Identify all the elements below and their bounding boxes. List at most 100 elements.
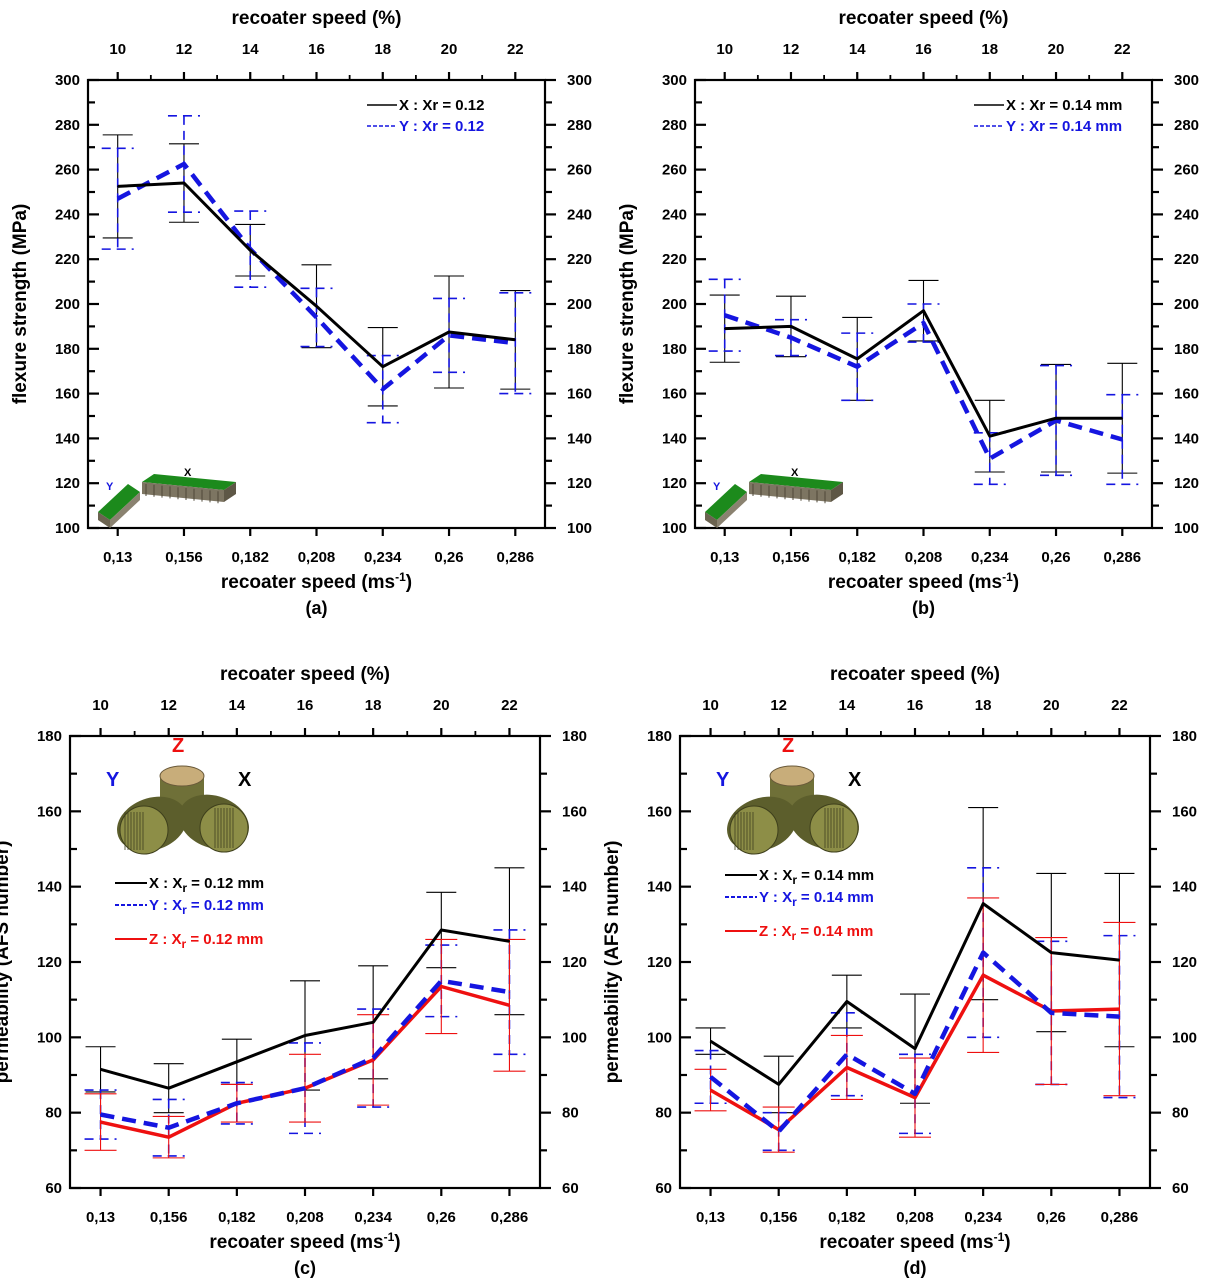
top-tick-label: 14	[229, 697, 246, 714]
legend-label-prefix: X : X	[759, 867, 792, 884]
cylinder-y-end	[119, 805, 169, 855]
data-point-x	[709, 1040, 712, 1042]
data-point-y	[1118, 1016, 1121, 1018]
bar-side-face	[717, 492, 747, 528]
legend-label-sub: r	[182, 903, 187, 917]
x-tick-label: 0,156	[772, 549, 810, 566]
inset-label-z: Z	[782, 735, 794, 757]
y-tick-label-right: 120	[1172, 954, 1197, 971]
x-axis-title-close: )	[1013, 572, 1019, 593]
x-axis-title: recoater speed (ms-1)	[221, 570, 412, 593]
data-point-x	[1050, 951, 1052, 954]
y-tick-label-left: 240	[662, 206, 687, 223]
y-tick-label-left: 200	[55, 296, 80, 313]
x-tick-label: 0,13	[103, 549, 132, 566]
y-tick-label-right: 160	[1174, 386, 1199, 403]
bar-side-face	[110, 492, 140, 528]
legend-label-sub: r	[792, 873, 797, 887]
data-point-y	[922, 322, 925, 324]
data-point-z	[508, 1004, 511, 1006]
y-tick-label-left: 140	[662, 430, 687, 447]
y-tick-label-left: 300	[662, 72, 687, 89]
top-tick-label: 10	[92, 697, 109, 714]
y-tick-label-right: 180	[567, 341, 592, 358]
x-tick-label: 0,13	[696, 1209, 725, 1226]
y-tick-label-right: 300	[567, 72, 592, 89]
y-tick-label-right: 60	[562, 1180, 579, 1197]
y-tick-label-left: 300	[55, 72, 80, 89]
y-tick-label-right: 140	[1174, 430, 1199, 447]
top-tick-label: 14	[242, 41, 259, 58]
data-point-y	[440, 980, 442, 982]
chart-panel-b: 100 100 120 120 140 140 160 160 180 180 200 200 220 2…	[617, 8, 1199, 618]
x-axis-title: recoater speed (ms-1)	[828, 570, 1019, 593]
x-tick-label: 0,13	[86, 1209, 115, 1226]
y-axis-title: permeability (AFS number)	[602, 841, 623, 1084]
data-point-z	[914, 1097, 916, 1099]
inset-label-y: Y	[713, 481, 721, 493]
y-tick-label-left: 220	[55, 251, 80, 268]
x-tick-label: 0,234	[354, 1209, 392, 1226]
top-tick-label: 18	[365, 697, 382, 714]
legend-label-suffix: = 0.14 mm	[797, 889, 874, 906]
y-tick-label-right: 260	[567, 162, 592, 179]
y-tick-label-left: 120	[647, 954, 672, 971]
data-point-y	[315, 316, 318, 319]
x-tick-label: 0,208	[905, 549, 943, 566]
data-point-x	[183, 182, 185, 184]
legend-label-y: Y : Xr = 0.14 mm	[759, 889, 874, 909]
x-tick-label: 0,234	[964, 1209, 1002, 1226]
top-axis-title: recoater speed (%)	[830, 664, 1000, 685]
inset-label-x: X	[238, 769, 252, 791]
inset-label-x: X	[184, 467, 192, 479]
legend-label-prefix: Y : Xr = 0.12	[399, 118, 484, 135]
x-tick-label: 0,182	[231, 549, 269, 566]
data-point-y	[236, 1102, 238, 1104]
data-point-x	[846, 1000, 848, 1003]
x-tick-label: 0,208	[896, 1209, 934, 1226]
x-axis-title-sup: -1	[994, 1230, 1005, 1244]
top-tick-label: 12	[783, 41, 800, 58]
x-tick-label: 0,13	[710, 549, 739, 566]
y-axis-title: flexure strength (MPa)	[10, 204, 31, 405]
y-tick-label-right: 100	[567, 520, 592, 537]
x-axis-title-main: recoater speed (ms	[209, 1232, 383, 1253]
y-tick-label-right: 180	[562, 728, 587, 745]
data-point-x	[982, 903, 984, 905]
top-tick-label: 16	[297, 697, 314, 714]
y-tick-label-left: 160	[662, 386, 687, 403]
x-axis-title-main: recoater speed (ms	[221, 572, 395, 593]
legend-label-prefix: Y : X	[149, 897, 182, 914]
inset-label-y: Y	[716, 769, 730, 791]
data-point-x	[856, 358, 858, 360]
x-axis-title-close: )	[406, 572, 412, 593]
top-tick-label: 20	[433, 697, 450, 714]
y-tick-label-right: 160	[567, 386, 592, 403]
x-axis-title-sup: -1	[395, 570, 406, 584]
legend-label-suffix: = 0.14 mm	[797, 867, 874, 884]
top-tick-label: 22	[1114, 41, 1131, 58]
cylinder-y-end	[729, 805, 779, 855]
y-tick-label-left: 80	[655, 1105, 672, 1122]
y-tick-label-right: 180	[1172, 728, 1197, 745]
legend-label-prefix: Y : X	[759, 889, 792, 906]
inset-label-y: Y	[106, 769, 120, 791]
specimen-cylinders-icon: Z Y X	[106, 735, 252, 855]
x-tick-label: 0,286	[1101, 1209, 1139, 1226]
x-tick-label: 0,182	[218, 1209, 256, 1226]
data-point-x	[790, 325, 792, 327]
legend-label-suffix: = 0.12 mm	[187, 897, 264, 914]
top-tick-label: 10	[702, 697, 719, 714]
x-axis-title-main: recoater speed (ms	[819, 1232, 993, 1253]
y-tick-label-right: 140	[562, 879, 587, 896]
bar-top-face	[705, 484, 747, 520]
chart-panel-d: 60 60 80 80 100 100 120 120 140 140 160 160 180 180 0,…	[602, 664, 1197, 1278]
x-tick-label: 0,156	[165, 549, 203, 566]
legend-label-sub: r	[792, 929, 797, 943]
legend-label-prefix: Y : Xr = 0.14 mm	[1006, 118, 1122, 135]
y-tick-label-left: 100	[37, 1029, 62, 1046]
data-point-y	[989, 457, 991, 460]
x-axis-title-main: recoater speed (ms	[828, 572, 1002, 593]
top-tick-label: 20	[441, 41, 458, 58]
top-tick-label: 14	[849, 41, 866, 58]
